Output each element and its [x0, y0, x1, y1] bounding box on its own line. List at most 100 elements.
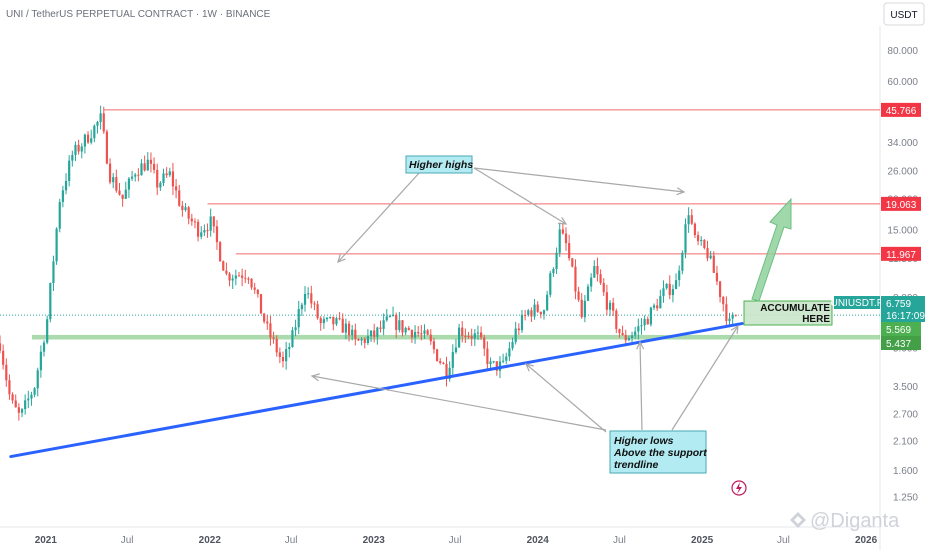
annotation-arrow-4: [525, 363, 607, 433]
candle-body-56: [174, 186, 178, 191]
candle-body-125: [391, 314, 395, 317]
candle-body-111: [347, 323, 351, 336]
candle-body-0: [0, 343, 2, 351]
candle-body-21: [64, 180, 68, 191]
candle-body-134: [420, 333, 423, 335]
candle-body-76: [237, 275, 241, 277]
candle-body-177: [555, 252, 558, 269]
candle-body-34: [105, 131, 109, 164]
watermark-text: @Diganta: [810, 510, 900, 532]
candle-body-55: [171, 171, 175, 187]
candle-body-148: [464, 335, 467, 337]
candle-body-7: [20, 409, 24, 413]
higher-lows-callout[interactable]: Higher lows Above the support trendline: [609, 430, 707, 474]
candle-body-1: [2, 350, 5, 365]
candle-body-40: [124, 189, 127, 199]
candle-body-131: [410, 330, 414, 338]
symbol-tag-text: UNIUSDT.P: [831, 298, 884, 309]
candle-body-102: [319, 318, 322, 324]
higher-highs-text: Higher highs: [409, 159, 473, 171]
candle-body-75: [234, 275, 237, 279]
bullish-forecast-arrow[interactable]: [751, 197, 792, 302]
annotation-arrowhead-4: [524, 363, 534, 372]
candle-body-93: [291, 330, 294, 348]
candle-body-128: [401, 320, 404, 333]
candle-body-153: [480, 332, 483, 338]
candle-body-143: [448, 367, 451, 379]
price-tick-label: 2.700: [893, 410, 918, 421]
candle-body-16: [49, 283, 52, 320]
level-tag-19-063: 19.063: [881, 196, 921, 211]
candle-body-211: [662, 288, 665, 297]
candle-body-108: [338, 318, 341, 320]
candle-body-37: [115, 177, 118, 191]
candle-body-187: [586, 286, 590, 301]
candle-body-190: [596, 266, 599, 275]
candle-body-144: [451, 352, 454, 368]
candle-body-130: [407, 327, 410, 331]
candle-body-133: [417, 332, 420, 334]
candle-body-224: [703, 239, 706, 248]
candle-body-113: [354, 329, 357, 340]
candle-body-160: [502, 360, 505, 362]
candle-body-32: [99, 113, 102, 122]
candle-body-105: [329, 316, 332, 318]
candle-body-145: [454, 347, 458, 353]
candles-layer: [0, 105, 737, 421]
candle-body-15: [46, 319, 49, 343]
candle-body-213: [668, 283, 671, 296]
support-zone-band: [32, 334, 880, 340]
candle-body-186: [583, 300, 586, 318]
candle-body-52: [162, 173, 165, 184]
candle-body-178: [558, 229, 561, 253]
time-tick-label: Jul: [777, 535, 790, 546]
candle-body-219: [687, 215, 690, 225]
support-tag-lower-text: 5.437: [886, 339, 911, 350]
candle-body-204: [640, 325, 643, 327]
higher-highs-callout[interactable]: Higher highs: [405, 155, 473, 174]
accumulate-line1: ACCUMULATE: [760, 303, 830, 314]
price-tick-label: 15.000: [887, 226, 918, 237]
candle-body-96: [300, 304, 303, 310]
candle-body-17: [52, 261, 55, 284]
candle-body-112: [351, 329, 354, 336]
candle-body-147: [461, 327, 464, 336]
candle-body-104: [325, 317, 329, 320]
candle-body-121: [379, 327, 382, 329]
time-tick-label: 2023: [363, 535, 386, 546]
currency-button[interactable]: USDT: [883, 2, 925, 26]
candle-body-218: [684, 224, 687, 253]
candle-body-196: [615, 310, 618, 330]
higher-lows-line2: Above the support: [613, 447, 707, 459]
candle-body-216: [678, 270, 681, 281]
candle-body-41: [127, 178, 131, 190]
candle-body-114: [357, 339, 360, 341]
candle-body-227: [712, 255, 715, 273]
candle-body-65: [203, 230, 206, 233]
accumulate-callout[interactable]: ACCUMULATE HERE: [743, 300, 833, 326]
candle-body-5: [14, 400, 17, 408]
candle-body-46: [143, 163, 146, 171]
candle-body-22: [68, 160, 71, 181]
candle-body-49: [152, 163, 156, 170]
candle-body-28: [86, 134, 90, 143]
candle-body-115: [360, 338, 363, 341]
price-tick-label: 26.000: [887, 167, 918, 178]
candle-body-72: [225, 270, 228, 274]
currency-label: USDT: [890, 10, 917, 21]
candle-body-26: [80, 146, 83, 152]
candle-body-120: [376, 327, 379, 337]
time-tick-label: 2024: [527, 535, 550, 546]
candle-body-27: [83, 134, 87, 147]
candle-body-181: [568, 243, 571, 259]
candle-body-53: [165, 173, 168, 176]
price-tick-label: 34.000: [887, 138, 918, 149]
candle-body-220: [690, 215, 693, 224]
annotation-arrow-5: [639, 341, 643, 431]
event-flag[interactable]: [731, 480, 747, 496]
candle-body-229: [718, 281, 722, 297]
candle-body-86: [269, 323, 272, 338]
accumulate-line2: HERE: [802, 314, 830, 325]
